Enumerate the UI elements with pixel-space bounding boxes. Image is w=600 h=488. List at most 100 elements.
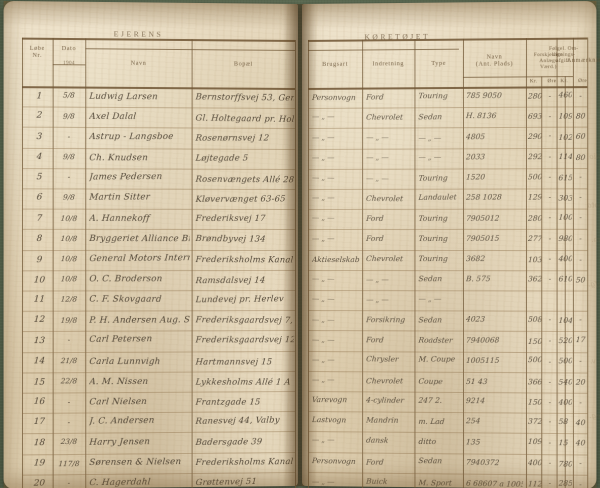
cell-afgift-ore: - [578,479,583,488]
cell-vaerdi-ore: - [548,397,552,407]
right-row-rule [307,310,588,312]
right-row-rule [307,126,588,130]
left-row-rule [21,188,296,190]
cell-indretning: Chevrolet [365,193,404,203]
bleed-through-ghost-3: afg. [588,280,600,289]
right-row-rule [307,411,588,415]
left-frame-right [295,39,297,488]
right-row-rule [307,451,588,456]
cell-navn: James Pedersen [88,171,163,183]
cell-type: —„— [418,132,444,143]
col-header-line3: Værd.) [540,64,557,71]
cell-vaerdi-ore: - [548,356,552,367]
col-header-line1: Bopæl [233,61,253,68]
left-row-rule [21,451,296,456]
cell-afgift-ore: 80 [575,152,586,162]
cell-vaerdi-ore: - [548,212,552,222]
bleed-through-ghost-0: folio [589,152,600,161]
left-row-rule [21,411,296,415]
cell-afgift-kr: 540 [558,377,573,387]
cell-lobenr: 10 [33,275,46,286]
cell-type: Touring [418,91,449,101]
cell-vaerdi-kr: 109 [527,437,542,447]
cell-indretning: Ford [365,91,384,102]
cell-lobenr: 2 [36,110,43,121]
right-subheader-3: Øre [578,77,588,85]
left-col-header-bopael: Bopæl [192,61,295,69]
col-header-line1: Brugsart [322,61,348,68]
cell-afgift-ore: - [578,233,583,243]
cell-afgift-ore: 40 [575,438,586,448]
right-row-rule [307,229,588,231]
cell-afgift-ore: 20 [575,377,586,387]
cell-indretning: —„— [365,274,392,284]
bleed-through-ghost-1: nota [587,201,600,210]
cell-indretning: —„— [365,294,392,304]
cell-dato: - [67,478,71,488]
left-row-rule [21,350,296,353]
cell-type: Sedan [418,273,443,283]
left-title-underline [85,48,296,51]
right-col-header-anmaerkning: Anmærkning [567,58,600,66]
cell-navn-plads: H. 8136 [465,111,497,121]
cell-type: Landaulet [418,192,457,203]
left-row-rule [21,269,296,272]
cell-navn-plads: 6 68607 a 10050 [465,478,524,488]
cell-navn: A. M. Nissen [88,376,149,388]
right-page: KØRETØJET Brugsart Indretning Type Navn (Ant.… [302,0,600,488]
cell-navn-plads: 9214 [465,395,486,406]
cell-dato: 23/8 [60,437,78,447]
cell-dato: 10/8 [60,253,78,263]
cell-type: Touring [418,254,449,264]
cell-brugsart: —„— [311,213,338,223]
cell-dato: - [67,131,71,141]
cell-navn-plads: 254 [465,416,481,426]
cell-vaerdi-ore: - [548,111,552,121]
cell-indretning: —„— [365,173,392,183]
cell-vaerdi-kr: 5085 [527,315,542,325]
cell-lobenr: 3 [36,131,43,142]
cell-afgift-kr: 615 [558,172,573,182]
bleed-through-ghost-5: reg. [589,412,600,421]
left-row-rule [21,229,296,231]
cell-type: M. Sport [418,477,453,488]
cell-lobenr: 15 [33,377,46,388]
right-col-div-brugsart [307,39,309,488]
cell-bopael: Badersgade 39 [195,436,263,447]
cell-navn: O. C. Broderson [89,273,163,284]
cell-bopael: Lundevej pr. Herlev [195,293,285,305]
right-col-div-navn_plads [462,38,464,488]
right-page-table: KØRETØJET Brugsart Indretning Type Navn (Ant.… [302,1,600,488]
cell-bopael: Kløvervænget 63-65 [195,193,287,204]
cell-brugsart: —„— [311,294,338,304]
cell-indretning: Ford [365,334,385,345]
cell-navn-plads: 135 [465,437,481,447]
cell-lobenr: 14 [33,356,46,367]
right-col-div-type [414,39,416,488]
right-row-rule [307,106,588,110]
cell-brugsart: —„— [311,172,337,182]
cell-navn: P. H. Andersen Aug. Svend [89,315,190,326]
cell-afgift-ore: - [578,458,583,468]
cell-afgift-ore: - [578,192,583,202]
cell-lobenr: 16 [33,396,46,407]
cell-navn: Bryggeriet Alliance Bilcentral [89,233,190,244]
cell-navn-plads: 1005115 [465,356,500,366]
right-col-header-type: Type [414,61,463,69]
cell-vaerdi-ore: - [548,233,552,243]
cell-lobenr: 8 [36,233,43,244]
cell-brugsart: Aktieselskab [311,254,360,264]
left-row-rule [21,127,296,130]
cell-afgift-ore: 50 [575,274,586,285]
cell-vaerdi-ore: - [548,274,552,284]
cell-navn: Carla Lunnvigh [88,356,161,367]
cell-afgift-kr: 520 [558,335,573,345]
cell-lobenr: 19 [33,457,46,469]
cell-dato: 10/8 [60,273,78,284]
cell-type: 247 2. [418,395,443,405]
right-row-rule [307,147,588,150]
cell-lobenr: 9 [36,254,43,265]
cell-dato: 19/8 [60,315,78,325]
cell-navn-plads: 51 43 [465,376,488,386]
